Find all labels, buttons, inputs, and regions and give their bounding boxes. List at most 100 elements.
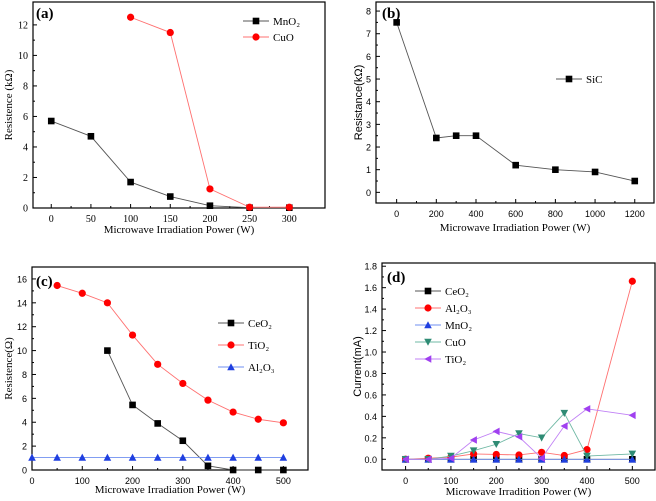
x-tick-label: 200 [125, 476, 140, 486]
data-point [515, 451, 523, 459]
panel-label: (a) [36, 6, 54, 22]
series-4 [401, 405, 636, 464]
y-tick-label: 2 [366, 143, 371, 153]
legend-label: Al₂O₃ [445, 303, 472, 315]
x-tick-label: 200 [202, 214, 217, 225]
data-point [560, 422, 568, 430]
series-2 [28, 453, 288, 461]
legend-label: MnO₂ [445, 320, 472, 332]
legend-label: Al₂O₃ [248, 362, 275, 374]
series-line [405, 408, 633, 460]
data-point [515, 455, 523, 463]
data-point [104, 347, 111, 354]
plot-frame [381, 262, 656, 471]
legend-marker [424, 287, 432, 295]
y-axis-label: Current(mA) [352, 336, 364, 397]
x-tick-label: 300 [175, 476, 190, 486]
series-0 [47, 117, 293, 211]
legend-marker [252, 17, 260, 25]
data-point [537, 454, 545, 463]
legend-entry: TiO₂ [218, 340, 269, 352]
x-axis-label: Microwave Irradition Power (W) [446, 486, 592, 498]
y-tick-label: 1.0 [364, 348, 377, 358]
y-tick-label: 16 [17, 274, 27, 284]
data-point [583, 452, 591, 460]
series-0 [393, 19, 639, 185]
y-tick-label: 3 [366, 120, 371, 130]
series-0 [104, 347, 287, 474]
x-tick-label: 250 [242, 214, 257, 225]
y-tick-label: 6 [22, 394, 27, 404]
data-point [229, 466, 237, 474]
legend-marker [424, 355, 432, 363]
data-point [583, 405, 591, 413]
legend-marker [227, 341, 235, 349]
y-tick-label: 0.4 [364, 412, 377, 422]
y-axis-label: Resistance(kΩ) [353, 65, 365, 140]
data-point [492, 455, 501, 463]
x-axis-label: Microwave Irradiation Power (W) [440, 222, 591, 234]
y-tick-label: 7 [366, 29, 371, 39]
y-tick-label: 1.6 [364, 283, 377, 293]
legend-entry: TiO₂ [415, 354, 466, 366]
plot-frame [375, 1, 655, 204]
data-point [628, 450, 637, 458]
x-tick-label: 0 [394, 209, 399, 219]
data-point [229, 453, 237, 461]
data-point [47, 117, 55, 125]
data-point [103, 453, 112, 461]
y-tick-label: 12 [17, 322, 27, 332]
data-point [492, 427, 500, 436]
panel-label: (d) [387, 270, 405, 286]
data-point [254, 415, 262, 423]
legend-marker [424, 321, 432, 329]
y-tick-label: 4 [23, 142, 28, 153]
y-tick-label: 8 [366, 7, 371, 17]
data-point [166, 28, 174, 37]
series-line [396, 22, 635, 182]
x-tick-label: 400 [226, 476, 241, 486]
series-1 [53, 281, 287, 427]
panel-label: (b) [382, 6, 400, 22]
data-point [127, 178, 134, 186]
y-tick-label: 8 [22, 370, 27, 380]
data-point [87, 132, 95, 140]
x-tick-label: 1200 [625, 209, 645, 219]
data-point [53, 453, 61, 461]
y-tick-label: 2 [23, 173, 28, 184]
panel-c: 0 100 200 300 400 500 0 2 4 6 8 10 12 14 16 Microwave I… [3, 266, 309, 496]
legend-label: MnO₂ [273, 16, 300, 28]
data-point [492, 440, 501, 449]
legend-entry: CuO [243, 32, 294, 44]
data-point [492, 450, 500, 459]
data-point [538, 448, 546, 456]
legend-entry: MnO₂ [243, 16, 300, 28]
legend-entry: CeO₂ [218, 318, 272, 330]
legend-entry: SiC [556, 74, 603, 86]
data-point [128, 453, 137, 461]
y-tick-label: 14 [17, 298, 27, 308]
data-point [204, 462, 212, 470]
y-tick-label: 0.8 [364, 369, 377, 379]
legend-label: TiO₂ [445, 354, 466, 366]
x-tick-label: 400 [579, 476, 594, 486]
data-point [628, 277, 636, 285]
legend-entry: CuO [415, 337, 466, 349]
data-point [153, 453, 162, 461]
x-tick-label: 100 [75, 476, 90, 486]
legend-label: CeO₂ [445, 286, 469, 298]
data-point [28, 453, 36, 461]
data-point [103, 299, 112, 307]
data-point [515, 432, 523, 441]
legend-label: CeO₂ [248, 318, 272, 330]
y-tick-label: 1.8 [364, 262, 377, 272]
data-point [447, 454, 455, 463]
data-point [229, 408, 237, 416]
y-tick-label: 2 [22, 442, 27, 452]
data-point [469, 436, 477, 444]
x-tick-label: 0 [29, 476, 34, 486]
legend-entry: MnO₂ [415, 320, 472, 332]
data-point [512, 161, 519, 169]
data-point [179, 453, 187, 461]
data-point [206, 202, 214, 210]
